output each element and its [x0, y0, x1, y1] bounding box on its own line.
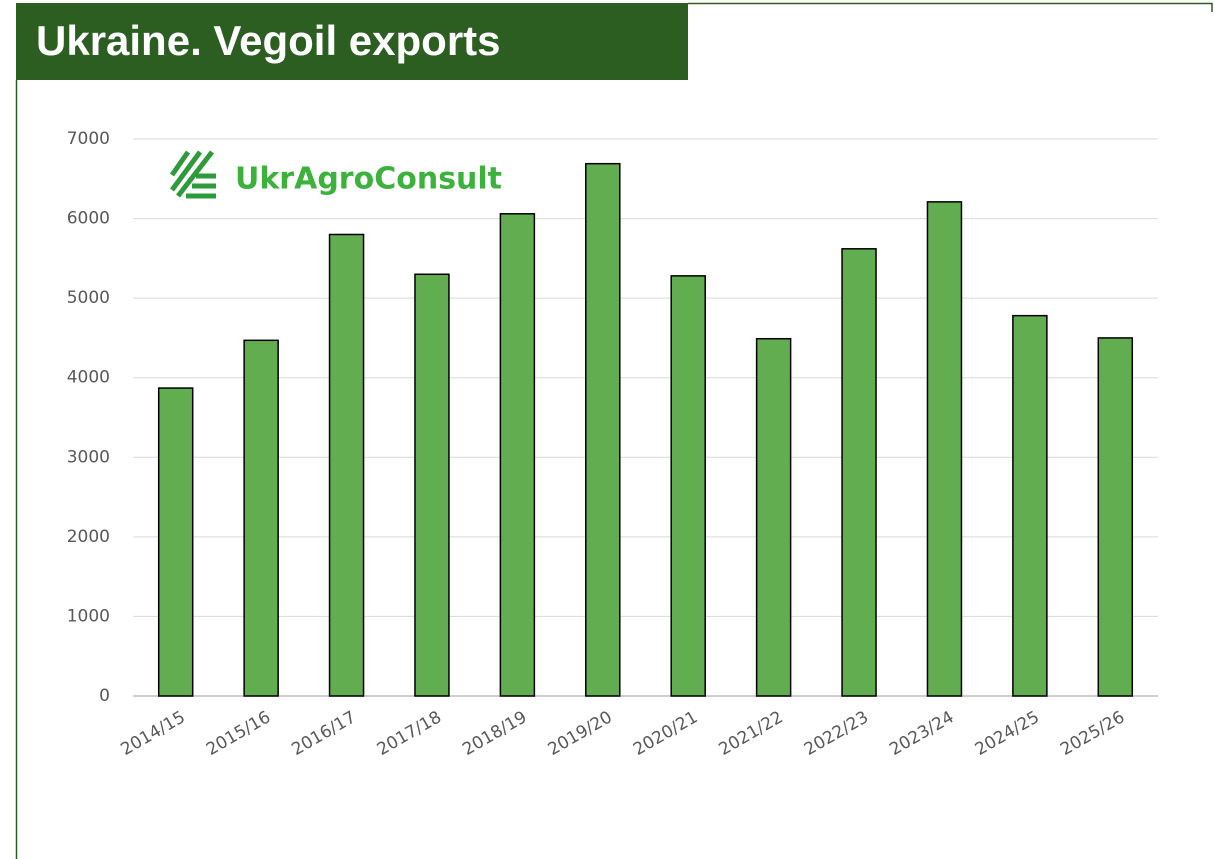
x-tick-label: 2019/20	[545, 707, 616, 760]
bar	[841, 248, 877, 697]
title-box	[16, 3, 688, 80]
x-tick-label: 2023/24	[886, 707, 957, 760]
y-tick-label: 1000	[67, 606, 110, 626]
bar	[670, 275, 706, 697]
logo-icon	[169, 150, 216, 199]
bar	[157, 387, 194, 697]
bar	[585, 162, 621, 697]
x-tick-label: 2022/23	[801, 707, 872, 760]
bar	[1012, 314, 1048, 697]
logo-text: UkrAgroConsult	[235, 162, 502, 197]
bar	[499, 213, 536, 697]
bar	[926, 201, 963, 697]
y-tick-label: 0	[99, 686, 110, 706]
x-tick-label: 2015/16	[203, 707, 274, 760]
y-tick-label: 7000	[67, 129, 110, 149]
bar	[755, 337, 792, 697]
x-tick-label: 2024/25	[972, 707, 1043, 760]
x-tick-label: 2025/26	[1057, 707, 1128, 760]
bar	[1097, 337, 1134, 697]
x-tick-label: 2018/19	[459, 707, 530, 760]
x-tick-label: 2014/15	[118, 707, 189, 760]
chart-title: Ukraine. Vegoil exports	[36, 17, 501, 64]
y-tick-label: 6000	[67, 209, 110, 229]
y-tick-label: 5000	[67, 288, 110, 308]
bar	[414, 273, 450, 697]
x-tick-label: 2021/22	[715, 707, 786, 760]
bar	[328, 233, 365, 697]
y-tick-label: 2000	[67, 527, 110, 547]
y-tick-label: 3000	[67, 447, 110, 467]
bar	[243, 339, 279, 697]
x-tick-label: 2017/18	[374, 707, 445, 760]
y-tick-label: 4000	[67, 368, 110, 388]
x-tick-label: 2020/21	[630, 707, 701, 760]
x-tick-label: 2016/17	[288, 707, 359, 760]
